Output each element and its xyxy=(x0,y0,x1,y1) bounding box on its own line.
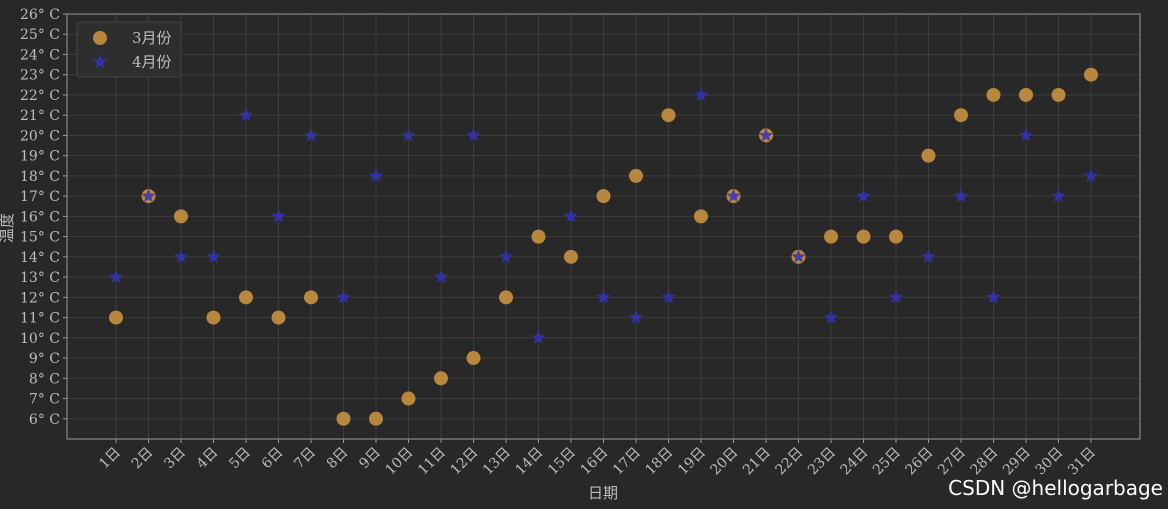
circle-point xyxy=(369,411,383,426)
star-point xyxy=(433,269,449,284)
star-point xyxy=(1018,127,1034,142)
circle-point xyxy=(336,411,351,426)
circle-point xyxy=(921,148,936,163)
y-tick-label: 10° C xyxy=(20,331,60,347)
star-point xyxy=(108,269,124,284)
y-tick-label: 14° C xyxy=(20,250,60,266)
star-point xyxy=(953,188,969,203)
star-point xyxy=(823,310,839,324)
star-point xyxy=(466,127,481,142)
legend-marker xyxy=(92,54,108,69)
circle-point xyxy=(661,108,676,123)
star-point xyxy=(1083,168,1099,182)
star-point xyxy=(1051,188,1066,203)
y-tick-label: 20° C xyxy=(20,128,60,144)
star-point xyxy=(206,249,221,263)
series-2 xyxy=(108,87,1099,344)
y-tick-label: 21° C xyxy=(20,108,60,124)
star-point xyxy=(726,188,741,203)
y-tick-label: 7° C xyxy=(29,392,60,408)
watermark: CSDN @hellogarbage xyxy=(948,476,1163,500)
circle-point xyxy=(174,209,188,224)
star-point xyxy=(596,289,611,304)
star-point xyxy=(791,249,806,263)
circle-point xyxy=(466,351,481,366)
circle-point xyxy=(596,189,611,204)
circle-point xyxy=(856,229,871,244)
star-point xyxy=(141,188,156,203)
y-tick-label: 16° C xyxy=(20,209,60,225)
y-tick-label: 18° C xyxy=(20,169,60,185)
circle-point xyxy=(694,209,708,224)
circle-point xyxy=(271,310,286,325)
circle-point xyxy=(206,310,221,325)
grid-lines xyxy=(67,13,1140,439)
star-point xyxy=(498,249,514,263)
y-tick-label: 19° C xyxy=(20,149,60,165)
circle-point xyxy=(1084,67,1098,82)
legend-label: 3月份 xyxy=(132,29,172,47)
circle-point xyxy=(564,249,578,264)
circle-point xyxy=(1019,87,1033,102)
circle-point xyxy=(1051,87,1066,102)
star-point xyxy=(693,87,709,102)
y-tick-label: 15° C xyxy=(20,230,60,246)
star-point xyxy=(921,249,936,263)
y-tick-label: 22° C xyxy=(20,88,60,104)
circle-point xyxy=(531,229,546,244)
legend-label: 4月份 xyxy=(132,53,172,71)
circle-point xyxy=(824,229,838,244)
y-tick-label: 24° C xyxy=(20,47,60,63)
star-point xyxy=(531,330,546,344)
circle-point xyxy=(434,371,448,386)
circle-point xyxy=(889,229,903,244)
y-tick-label: 17° C xyxy=(20,189,60,205)
star-point xyxy=(401,127,416,142)
series-markers xyxy=(108,67,1099,426)
star-point xyxy=(303,127,319,142)
circle-point xyxy=(954,108,968,123)
y-tick-label: 23° C xyxy=(20,68,60,84)
y-tick-label: 8° C xyxy=(29,371,60,387)
circle-point xyxy=(239,290,253,305)
circle-point xyxy=(401,391,416,406)
circle-point xyxy=(629,168,643,183)
star-point xyxy=(856,188,871,203)
circle-point xyxy=(109,310,123,325)
legend-marker xyxy=(93,31,107,45)
y-tick-label: 26° C xyxy=(20,7,60,23)
star-point xyxy=(238,107,254,122)
star-point xyxy=(368,168,384,182)
y-tick-label: 25° C xyxy=(20,27,60,43)
star-point xyxy=(271,208,286,223)
y-axis-ticks: 6° C 7° C 8° C 9° C 10° C 11° C 12° C 13° C 14° … xyxy=(20,7,67,428)
star-point xyxy=(173,249,189,263)
circle-point xyxy=(986,87,1001,102)
y-tick-label: 12° C xyxy=(20,290,60,306)
circle-point xyxy=(499,290,513,305)
y-axis-title: 温度 xyxy=(0,213,16,243)
star-point xyxy=(336,289,351,304)
star-point xyxy=(563,208,579,223)
star-point xyxy=(986,289,1001,304)
y-tick-label: 9° C xyxy=(29,351,60,367)
star-point xyxy=(758,127,774,142)
y-tick-label: 13° C xyxy=(20,270,60,286)
star-point xyxy=(661,289,676,304)
y-tick-label: 6° C xyxy=(29,412,60,428)
y-tick-label: 11° C xyxy=(20,311,60,327)
x-axis-title: 日期 xyxy=(588,484,618,502)
star-point xyxy=(628,310,644,324)
star-point xyxy=(888,289,904,304)
circle-point xyxy=(304,290,318,305)
